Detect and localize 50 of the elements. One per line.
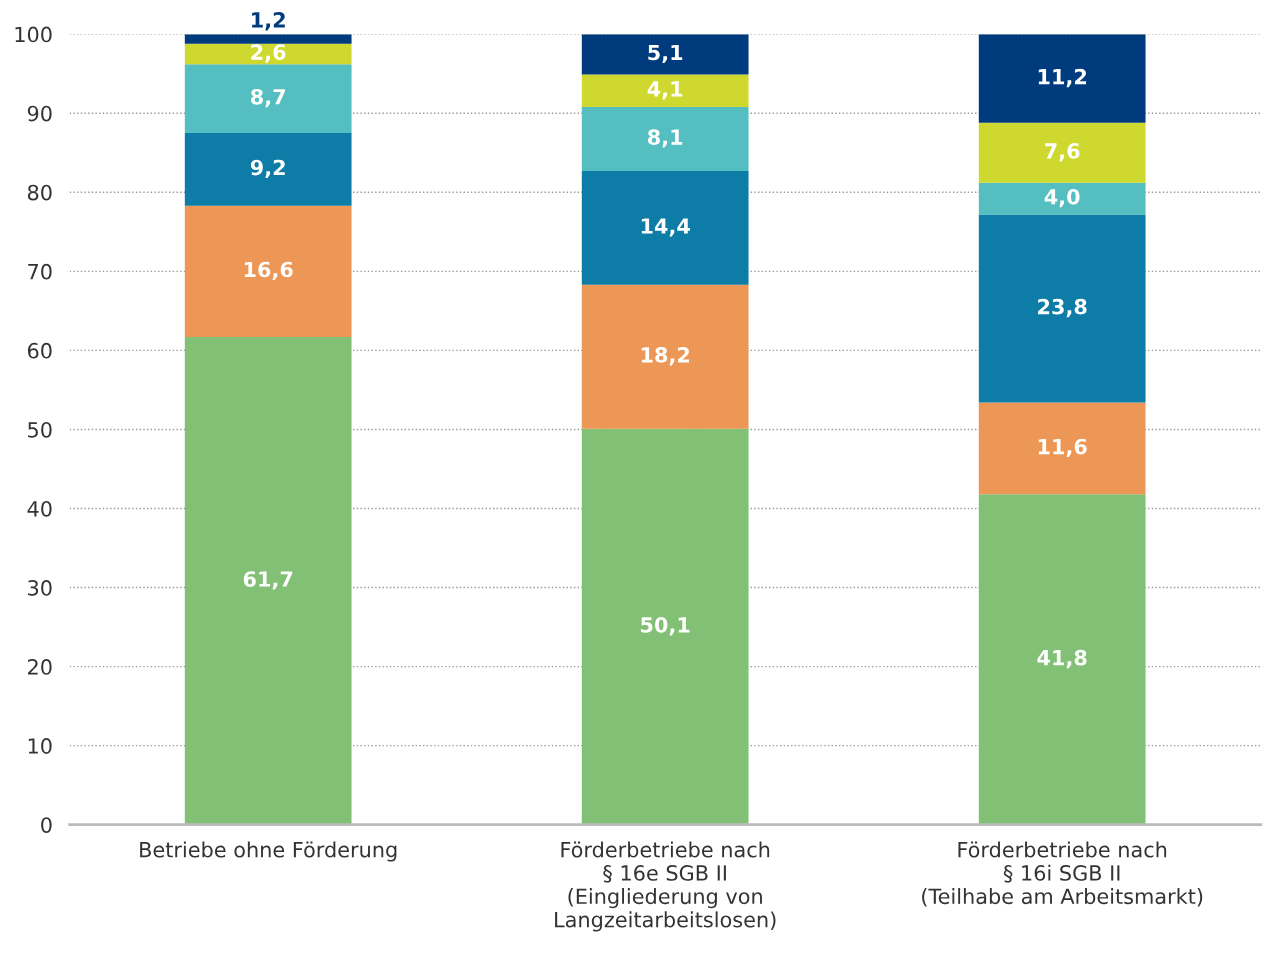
bar xyxy=(581,428,749,825)
data-label: 4,1 xyxy=(647,81,683,100)
data-label: 4,0 xyxy=(1044,188,1080,208)
bar xyxy=(184,43,352,65)
bar xyxy=(581,284,749,429)
bar xyxy=(978,494,1146,825)
data-label: 18,2 xyxy=(641,346,690,366)
y-tick-label: 10 xyxy=(28,738,52,754)
data-label: 2,6 xyxy=(251,44,286,63)
data-label: 5,1 xyxy=(648,44,683,64)
bar xyxy=(184,132,352,206)
y-tick-label: 80 xyxy=(27,184,52,201)
y-tick-label: 40 xyxy=(27,500,52,517)
bar xyxy=(581,74,749,107)
data-label: 8,7 xyxy=(251,88,285,108)
data-label: 14,4 xyxy=(641,218,690,237)
y-tick-label: 70 xyxy=(28,263,52,280)
data-label: 41,8 xyxy=(1037,649,1087,669)
bar xyxy=(184,205,352,337)
bar xyxy=(978,182,1146,215)
data-label: 8,1 xyxy=(648,129,683,148)
x-tick-label: Förderbetriebe nach § 16i SGB II (Teilhabe am Arbeitsmarkt) xyxy=(922,841,1203,907)
bar xyxy=(978,402,1146,495)
data-label: 11,2 xyxy=(1038,68,1087,88)
y-tick-label: 0 xyxy=(41,817,52,833)
bar xyxy=(184,336,352,825)
data-label: 11,6 xyxy=(1038,438,1087,458)
bar xyxy=(978,214,1146,403)
bar xyxy=(581,106,749,171)
bar xyxy=(978,122,1146,183)
bar xyxy=(978,34,1146,123)
data-label: 16,6 xyxy=(244,261,293,281)
bar xyxy=(184,64,352,133)
bar xyxy=(581,34,749,75)
data-label: 7,6 xyxy=(1045,143,1080,162)
data-label: 9,2 xyxy=(250,159,285,179)
y-tick-label: 20 xyxy=(28,659,52,675)
y-tick-label: 60 xyxy=(27,342,52,359)
y-tick-label: 100 xyxy=(15,26,52,43)
y-tick-label: 30 xyxy=(28,580,52,596)
y-tick-label: 50 xyxy=(28,421,52,438)
x-tick-label: Förderbetriebe nach § 16e SGB II (Eingliederung von Langzeitarbeitslosen) xyxy=(555,841,776,932)
data-label: 61,7 xyxy=(243,571,293,590)
bar xyxy=(184,34,352,44)
data-label: 50,1 xyxy=(641,616,690,636)
bar xyxy=(581,170,749,285)
y-tick-label: 90 xyxy=(27,105,52,122)
x-tick-label: Betriebe ohne Förderung xyxy=(140,841,397,862)
data-label: 23,8 xyxy=(1038,298,1087,318)
data-label: 1,2 xyxy=(252,11,285,31)
